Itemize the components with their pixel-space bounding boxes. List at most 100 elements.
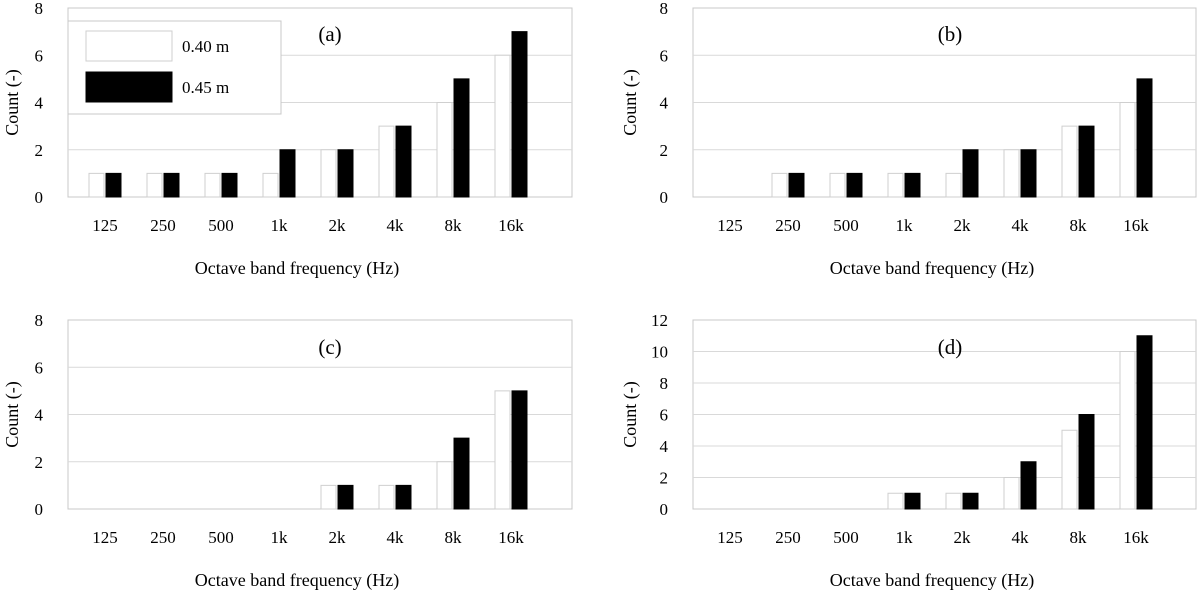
panel-d-xtick-4k: 4k [1012,528,1030,547]
panel-b-xtick-250: 250 [775,216,801,235]
panel-d-xtick-8k: 8k [1070,528,1088,547]
panel-d-tag: (d) [938,335,963,359]
panel-c-ytick-0: 0 [35,500,44,519]
panel-a-bar-045-8k [453,78,470,198]
panel-b-xtick-500: 500 [833,216,859,235]
panel-a-bar-045-250 [163,172,180,198]
panel-a-bar-045-2k [337,149,354,198]
panel-b-ylabel: Count (-) [620,69,641,136]
panel-c-bar-045-2k [337,484,354,510]
panel-d-ylabel: Count (-) [620,381,641,448]
panel-d-xtick-16k: 16k [1123,528,1149,547]
panel-a-bar-040-2k [320,149,337,198]
panel-c-bar-040-16k [494,390,511,510]
panel-a-xtick-1k: 1k [271,216,289,235]
panel-d-bar-040-1k [887,492,904,510]
panel-a-bar-040-4k [378,125,395,198]
panel-b-xtick-125: 125 [717,216,743,235]
panel-a-bar-045-1k [279,149,296,198]
panel-b-xtick-16k: 16k [1123,216,1149,235]
panel-c-ytick-6: 6 [35,358,44,377]
panel-b-ytick-0: 0 [660,188,669,207]
panel-a-xtick-250: 250 [150,216,176,235]
panel-b-ytick-2: 2 [660,141,669,160]
panel-b-xtick-1k: 1k [896,216,914,235]
panel-c-bar-045-8k [453,437,470,510]
panel-b-bar-045-16k [1136,78,1153,198]
panel-a-xlabel: Octave band frequency (Hz) [195,258,399,279]
panel-d-xtick-1k: 1k [896,528,914,547]
panel-d-ytick-12: 12 [651,311,668,330]
panel-c-bar-040-4k [378,484,395,510]
panel-d-ytick-6: 6 [660,406,669,425]
panel-c-ytick-8: 8 [35,311,44,330]
panel-b-ytick-6: 6 [660,46,669,65]
panel-b-bar-040-4k [1003,149,1020,198]
panel-d-xtick-250: 250 [775,528,801,547]
panel-b-tag: (b) [938,22,963,46]
panel-c-xtick-1k: 1k [271,528,289,547]
panel-a-ytick-2: 2 [35,141,44,160]
panel-b-bar-045-250 [788,172,805,198]
panel-a-bar-040-8k [436,102,453,198]
panel-a-bar-040-1k [262,172,279,198]
panel-d-bar-045-4k [1020,461,1037,510]
panel-b-bar-045-1k [904,172,921,198]
panel-a-ytick-4: 4 [35,94,44,113]
panel-a-bar-040-16k [494,54,511,198]
panel-c-xtick-250: 250 [150,528,176,547]
panel-c-xtick-4k: 4k [387,528,405,547]
panel-a-xtick-4k: 4k [387,216,405,235]
panel-b-ytick-4: 4 [660,94,669,113]
panel-d-bar-045-2k [962,492,979,510]
panel-a-bar-045-16k [511,31,528,198]
panel-a-xtick-2k: 2k [329,216,347,235]
panel-a-xtick-125: 125 [92,216,118,235]
panel-d-ytick-2: 2 [660,469,669,488]
panel-d-bar-040-2k [945,492,962,510]
panel-c-xtick-8k: 8k [445,528,463,547]
panel-a: 0 2 4 6 8 125 250 500 1k 2k 4k 8k 16k Octave band fre… [2,0,573,279]
panel-d-bar-045-8k [1078,414,1095,510]
panel-c-ylabel: Count (-) [2,381,23,448]
panel-a-bar-040-500 [204,172,221,198]
panel-b-bar-040-2k [945,172,962,198]
panel-b-bar-045-2k [962,149,979,198]
panel-d-xtick-125: 125 [717,528,743,547]
panel-b-bar-040-8k [1061,125,1078,198]
panel-d-bar-045-16k [1136,335,1153,510]
panel-b-bar-040-1k [887,172,904,198]
panel-c-xtick-16k: 16k [498,528,524,547]
panel-a-bar-045-500 [221,172,238,198]
panel-d-ytick-4: 4 [660,437,669,456]
panel-c-xtick-500: 500 [208,528,234,547]
panel-b-bar-040-16k [1119,102,1136,198]
panel-b-bar-045-4k [1020,149,1037,198]
panel-a-xtick-500: 500 [208,216,234,235]
legend-label-040: 0.40 m [182,37,229,56]
panel-d-xtick-500: 500 [833,528,859,547]
panel-b-bar-040-250 [771,172,788,198]
panel-a-xtick-8k: 8k [445,216,463,235]
panel-a-bar-045-125 [105,172,122,198]
panel-b: 0 2 4 6 8 125 250 500 1k 2k 4k 8k 16k Octave band fre… [620,0,1197,279]
panel-a-ytick-8: 8 [35,0,44,18]
panel-b-ytick-8: 8 [660,0,669,18]
panel-a-ylabel: Count (-) [2,69,23,136]
legend-swatch-040 [85,30,173,62]
panel-b-bar-045-8k [1078,125,1095,198]
panel-c: 0 2 4 6 8 125 250 500 1k 2k 4k 8k 16k Octave band fre… [2,311,573,591]
panel-b-bar-040-500 [829,172,846,198]
panel-c-ytick-4: 4 [35,406,44,425]
panel-a-xtick-16k: 16k [498,216,524,235]
panel-d-xtick-2k: 2k [954,528,972,547]
panel-c-xlabel: Octave band frequency (Hz) [195,570,399,591]
panel-c-tag: (c) [318,335,341,359]
panel-b-bar-045-500 [846,172,863,198]
panel-d-xlabel: Octave band frequency (Hz) [830,570,1034,591]
panel-d-bar-040-16k [1119,351,1136,510]
panel-d-ytick-8: 8 [660,374,669,393]
panel-d-bar-040-8k [1061,429,1078,510]
panel-c-xtick-125: 125 [92,528,118,547]
